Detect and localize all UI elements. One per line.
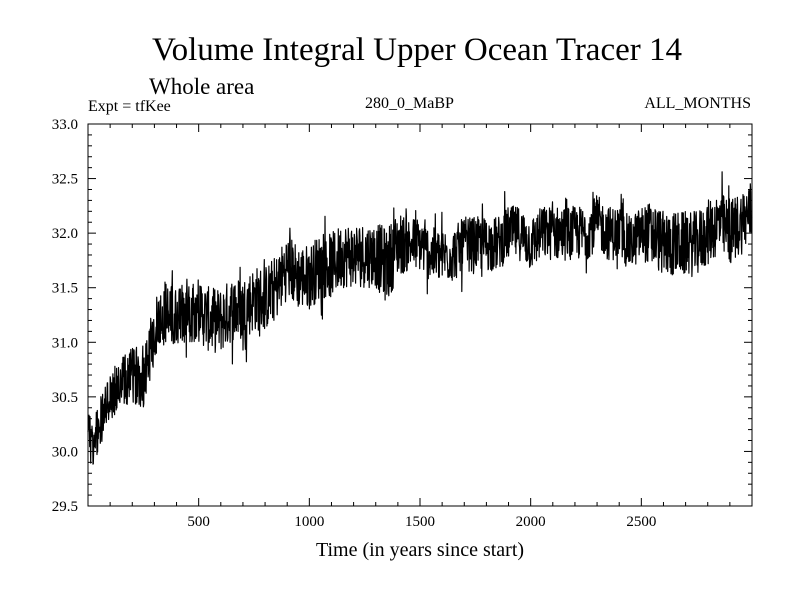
x-tick-label: 2000 [516,514,546,530]
y-tick-label: 30.0 [52,444,78,460]
y-tick-label: 31.0 [52,335,78,351]
run-label: 280_0_MaBP [365,95,454,112]
y-tick-label: 31.5 [52,281,78,297]
months-label: ALL_MONTHS [644,95,751,112]
x-axis-label: Time (in years since start) [315,539,525,561]
y-tick-label: 32.5 [52,172,78,188]
series-layer [87,171,753,465]
y-tick-label: 32.0 [52,226,78,242]
x-tick-label: 2500 [626,514,656,530]
x-tick-label: 500 [187,514,210,530]
y-tick-label: 33.0 [52,117,78,133]
series-line-0 [87,171,753,465]
axis-layer: 29.5 30.0 30.5 31.0 31.5 32.0 32.5 33.0 500 1000 1… [52,117,753,530]
x-tick-label: 1500 [405,514,435,530]
y-tick-label: 29.5 [52,499,78,515]
y-tick-label: 30.5 [52,390,78,406]
experiment-label: Expt = tfKee [88,98,171,115]
chart-subtitle: Whole area [149,74,255,99]
chart-title: Volume Integral Upper Ocean Tracer 14 [152,32,682,68]
x-tick-label: 1000 [294,514,324,530]
